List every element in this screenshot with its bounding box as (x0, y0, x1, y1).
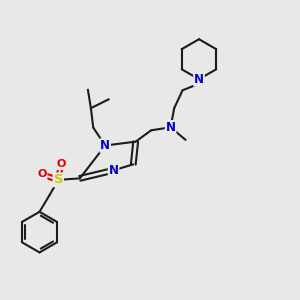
Text: N: N (109, 164, 118, 177)
Text: O: O (37, 169, 46, 179)
Text: N: N (100, 139, 110, 152)
Text: O: O (56, 159, 65, 169)
Text: N: N (194, 73, 204, 86)
Text: S: S (53, 173, 63, 186)
Text: N: N (166, 121, 176, 134)
